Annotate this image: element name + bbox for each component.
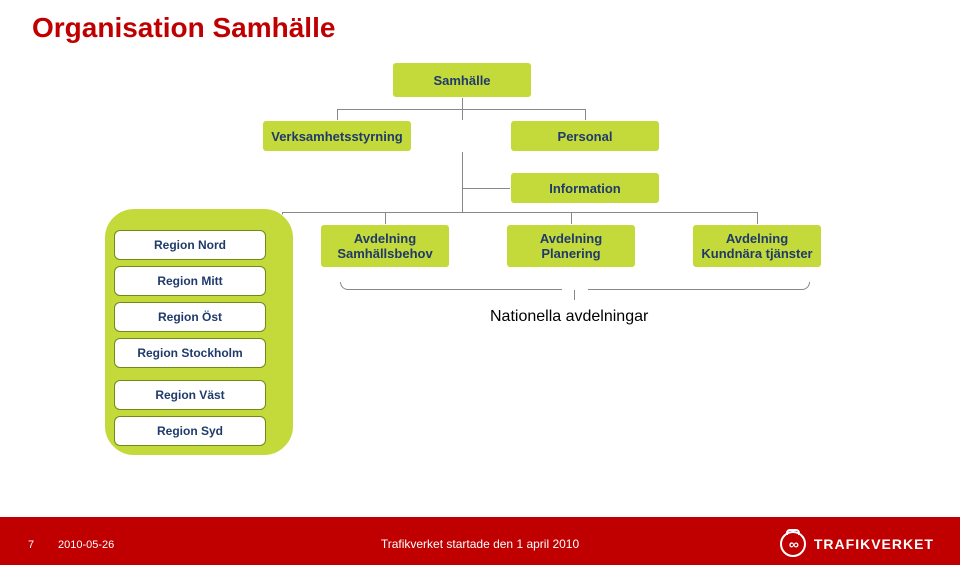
page-title: Organisation Samhälle bbox=[32, 12, 335, 44]
connector bbox=[462, 152, 463, 188]
connector bbox=[385, 212, 386, 224]
connector bbox=[462, 188, 510, 189]
org-node-line2: Samhällsbehov bbox=[337, 246, 432, 261]
org-node-region-nord: Region Nord bbox=[114, 230, 266, 260]
connector bbox=[585, 109, 586, 120]
logo-glyph: ∞ bbox=[789, 536, 797, 552]
connector bbox=[571, 212, 572, 224]
org-node-avd-samhallsbehov: Avdelning Samhällsbehov bbox=[320, 224, 450, 268]
connector bbox=[337, 109, 585, 110]
connector bbox=[757, 212, 758, 224]
org-node-line1: Avdelning bbox=[726, 231, 788, 246]
org-node-line1: Avdelning bbox=[354, 231, 416, 246]
brace bbox=[340, 282, 810, 300]
org-node-region-ost: Region Öst bbox=[114, 302, 266, 332]
footer: 7 2010-05-26 Trafikverket startade den 1… bbox=[0, 515, 960, 565]
org-node-region-mitt: Region Mitt bbox=[114, 266, 266, 296]
org-node-avd-kundnara: Avdelning Kundnära tjänster bbox=[692, 224, 822, 268]
footer-logo: ∞ TRAFIKVERKET bbox=[780, 531, 934, 557]
org-node-line2: Planering bbox=[541, 246, 600, 261]
logo-icon: ∞ bbox=[780, 531, 806, 557]
slide: Organisation Samhälle Samhälle Verksamhe… bbox=[0, 0, 960, 565]
org-node-region-vast: Region Väst bbox=[114, 380, 266, 410]
connector bbox=[462, 188, 463, 212]
org-node-verksamhetsstyrning: Verksamhetsstyrning bbox=[262, 120, 412, 152]
connector bbox=[337, 109, 338, 120]
logo-text: TRAFIKVERKET bbox=[814, 536, 934, 552]
connector bbox=[282, 212, 757, 213]
org-node-personal: Personal bbox=[510, 120, 660, 152]
org-node-root: Samhälle bbox=[392, 62, 532, 98]
org-node-label: Avdelning Kundnära tjänster bbox=[701, 231, 812, 261]
nationella-label: Nationella avdelningar bbox=[490, 308, 648, 326]
org-node-region-stockholm: Region Stockholm bbox=[114, 338, 266, 368]
org-node-information: Information bbox=[510, 172, 660, 204]
org-node-line1: Avdelning bbox=[540, 231, 602, 246]
org-node-label: Avdelning Planering bbox=[540, 231, 602, 261]
org-node-avd-planering: Avdelning Planering bbox=[506, 224, 636, 268]
org-node-line2: Kundnära tjänster bbox=[701, 246, 812, 261]
org-node-region-syd: Region Syd bbox=[114, 416, 266, 446]
org-node-label: Avdelning Samhällsbehov bbox=[337, 231, 432, 261]
